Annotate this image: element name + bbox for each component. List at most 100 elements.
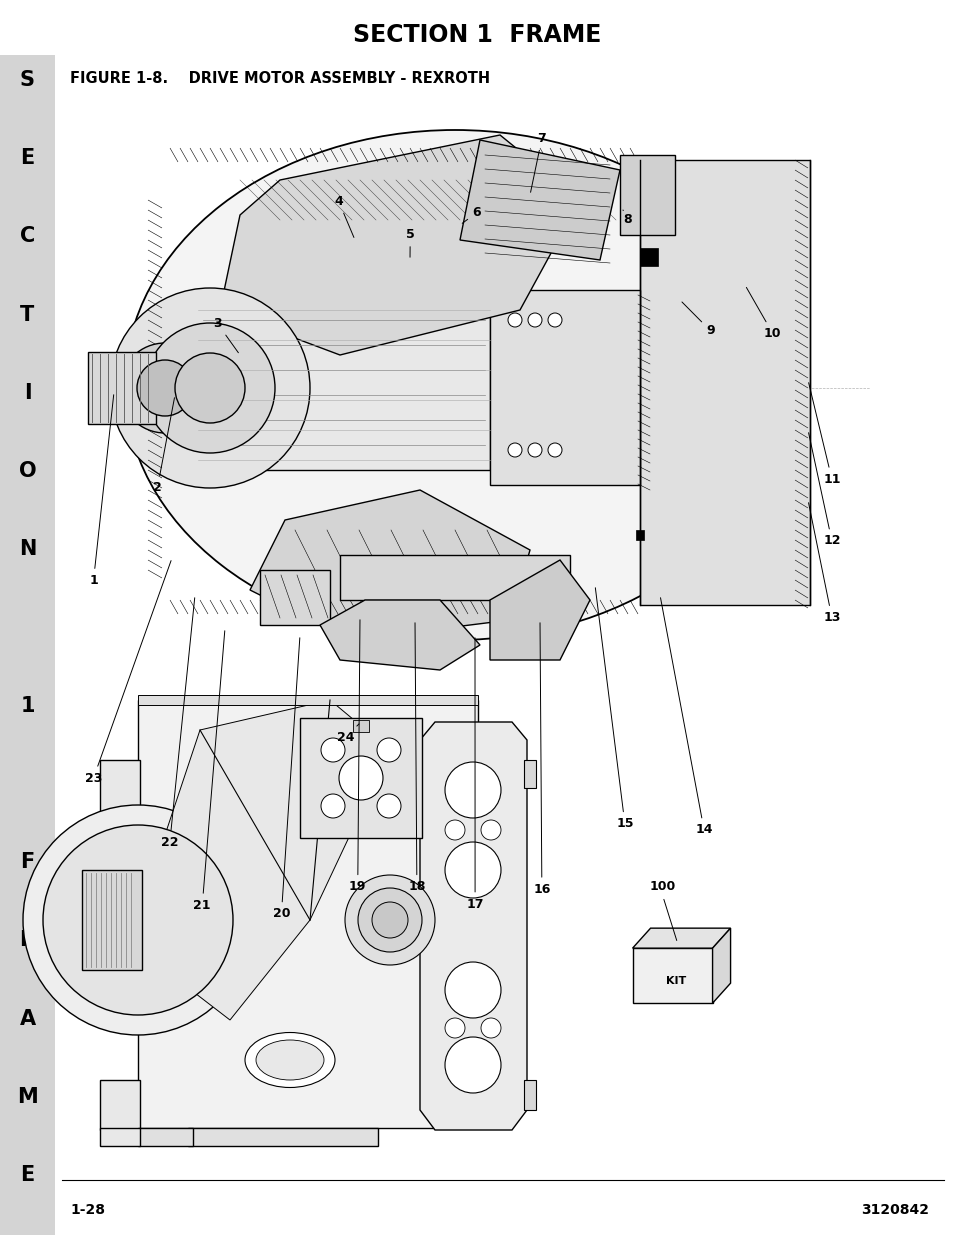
Text: 1-28: 1-28 <box>70 1203 105 1216</box>
Bar <box>260 571 330 625</box>
Text: C: C <box>20 226 35 247</box>
Circle shape <box>137 359 193 416</box>
Ellipse shape <box>255 1040 324 1079</box>
Circle shape <box>43 825 233 1015</box>
Circle shape <box>444 842 500 898</box>
Text: 10: 10 <box>745 288 781 340</box>
Bar <box>639 161 809 605</box>
Circle shape <box>23 805 253 1035</box>
Text: 15: 15 <box>595 588 633 830</box>
Polygon shape <box>250 490 530 640</box>
Text: 20: 20 <box>273 637 299 920</box>
Text: 2: 2 <box>152 398 174 494</box>
Circle shape <box>345 876 435 965</box>
Text: S: S <box>20 70 35 90</box>
Circle shape <box>507 312 521 327</box>
Text: A: A <box>19 1009 35 1029</box>
Text: FIGURE 1-8.    DRIVE MOTOR ASSEMBLY - REXROTH: FIGURE 1-8. DRIVE MOTOR ASSEMBLY - REXRO… <box>70 70 490 85</box>
Bar <box>138 700 477 1128</box>
Bar <box>639 248 658 266</box>
Bar <box>138 1128 193 1146</box>
Text: R: R <box>19 930 35 951</box>
Text: 4: 4 <box>334 195 354 237</box>
Circle shape <box>444 1037 500 1093</box>
Text: I: I <box>24 383 31 403</box>
Bar <box>490 290 639 485</box>
Circle shape <box>372 902 408 939</box>
Text: 11: 11 <box>808 383 840 485</box>
Text: SECTION 1  FRAME: SECTION 1 FRAME <box>353 23 600 47</box>
Text: 9: 9 <box>681 303 715 337</box>
Polygon shape <box>220 135 579 354</box>
Circle shape <box>145 324 274 453</box>
Bar <box>100 760 140 835</box>
Text: 19: 19 <box>349 620 366 893</box>
Bar <box>100 1128 140 1146</box>
Text: N: N <box>19 540 36 559</box>
Circle shape <box>480 1018 500 1037</box>
Text: 16: 16 <box>533 622 550 895</box>
Bar <box>523 760 536 788</box>
Bar <box>619 156 675 235</box>
Circle shape <box>376 794 400 818</box>
Circle shape <box>320 739 345 762</box>
Circle shape <box>444 820 464 840</box>
Bar <box>198 305 490 471</box>
Circle shape <box>527 312 541 327</box>
Text: 12: 12 <box>808 432 840 547</box>
Circle shape <box>120 343 210 433</box>
Text: 8: 8 <box>622 210 632 226</box>
Circle shape <box>444 762 500 818</box>
Text: E: E <box>20 1165 34 1186</box>
Text: 1: 1 <box>20 695 34 716</box>
Bar <box>353 720 369 732</box>
Text: 5: 5 <box>405 228 415 257</box>
Bar <box>100 1079 140 1130</box>
Text: 23: 23 <box>85 561 171 784</box>
Text: F: F <box>20 852 34 872</box>
Text: 24: 24 <box>336 724 358 743</box>
Bar <box>339 555 569 600</box>
Text: 3: 3 <box>213 317 238 353</box>
Text: 6: 6 <box>462 206 481 224</box>
Text: 13: 13 <box>808 503 840 624</box>
Text: 18: 18 <box>408 622 425 893</box>
Polygon shape <box>490 559 589 659</box>
Text: 22: 22 <box>161 598 194 848</box>
Bar <box>523 1079 536 1110</box>
Ellipse shape <box>245 1032 335 1088</box>
Polygon shape <box>160 700 390 1020</box>
Circle shape <box>480 820 500 840</box>
Text: 3120842: 3120842 <box>861 1203 928 1216</box>
Text: 21: 21 <box>193 631 225 911</box>
Polygon shape <box>419 722 526 1130</box>
Polygon shape <box>632 929 730 948</box>
Text: E: E <box>20 148 34 168</box>
Text: 1: 1 <box>89 395 113 587</box>
Circle shape <box>174 353 245 424</box>
Bar <box>88 352 156 424</box>
Text: 7: 7 <box>530 132 546 193</box>
Circle shape <box>444 962 500 1018</box>
Polygon shape <box>319 600 479 671</box>
Text: M: M <box>17 1087 38 1107</box>
Bar <box>138 695 477 705</box>
Ellipse shape <box>125 130 784 640</box>
Circle shape <box>110 288 310 488</box>
Polygon shape <box>459 140 619 261</box>
Polygon shape <box>712 929 730 1003</box>
Circle shape <box>320 794 345 818</box>
Circle shape <box>376 739 400 762</box>
Circle shape <box>547 312 561 327</box>
Circle shape <box>507 443 521 457</box>
Bar <box>636 530 643 540</box>
Bar <box>632 948 712 1003</box>
Text: O: O <box>19 461 36 482</box>
Circle shape <box>338 756 382 800</box>
Circle shape <box>527 443 541 457</box>
Bar <box>82 869 142 969</box>
Circle shape <box>547 443 561 457</box>
Bar <box>188 1128 377 1146</box>
Text: 17: 17 <box>466 637 483 910</box>
Circle shape <box>444 1018 464 1037</box>
